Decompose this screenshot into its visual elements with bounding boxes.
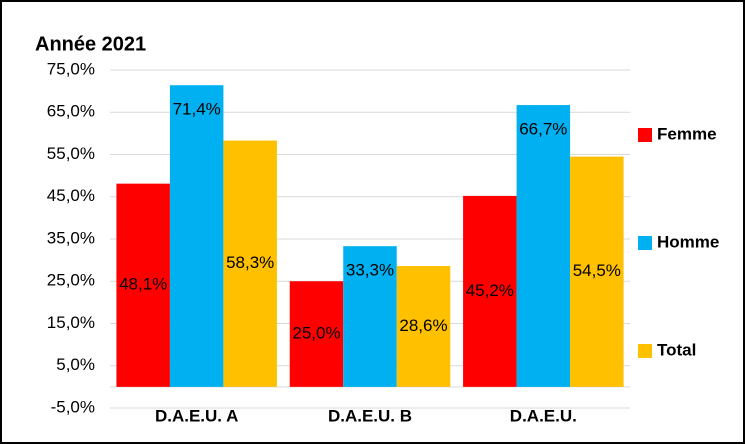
- y-tick-label: 55,0%: [47, 144, 95, 163]
- bar: [116, 183, 170, 387]
- y-tick-label: 65,0%: [47, 102, 95, 121]
- bar: [516, 105, 571, 387]
- x-tick-label: D.A.E.U.: [510, 406, 577, 425]
- legend-label: Total: [657, 340, 696, 359]
- y-tick-label: -5,0%: [51, 397, 95, 416]
- y-tick-label: 45,0%: [47, 186, 95, 205]
- bar: [289, 281, 344, 387]
- bar: [396, 266, 451, 387]
- bar: [463, 195, 517, 387]
- y-tick-label: 25,0%: [47, 271, 95, 290]
- y-tick-label: 5,0%: [56, 355, 95, 374]
- legend-label: Femme: [657, 124, 717, 143]
- legend-swatch: [638, 344, 652, 358]
- y-tick-label: 15,0%: [47, 313, 95, 332]
- data-label: 66,7%: [519, 120, 567, 139]
- bar: [570, 156, 624, 387]
- data-label: 25,0%: [292, 324, 340, 343]
- data-label: 28,6%: [399, 316, 447, 335]
- y-tick-label: 35,0%: [47, 228, 95, 247]
- bar: [223, 140, 277, 387]
- bar: [343, 246, 397, 387]
- legend-swatch: [638, 128, 652, 142]
- x-tick-label: D.A.E.U. A: [155, 406, 238, 425]
- data-label: 48,1%: [119, 275, 167, 294]
- data-label: 58,3%: [226, 253, 274, 272]
- data-label: 33,3%: [346, 261, 394, 280]
- bar: [169, 85, 224, 387]
- legend-label: Homme: [657, 232, 719, 251]
- data-label: 71,4%: [173, 100, 221, 119]
- data-label: 54,5%: [573, 261, 621, 280]
- x-tick-label: D.A.E.U. B: [328, 406, 412, 425]
- chart-title: Année 2021: [35, 33, 146, 55]
- data-label: 45,2%: [466, 281, 514, 300]
- legend-swatch: [638, 236, 652, 250]
- y-tick-label: 75,0%: [47, 59, 95, 78]
